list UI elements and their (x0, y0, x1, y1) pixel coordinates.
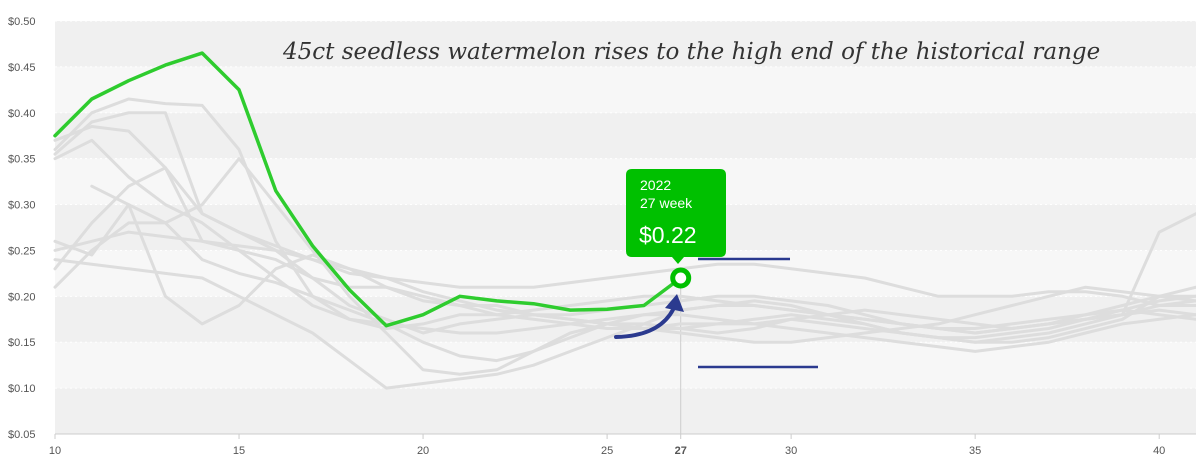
tooltip-year: 2022 (640, 177, 671, 193)
y-tick-label: $0.15 (8, 337, 36, 349)
grid-band (55, 112, 1196, 159)
chart-annotation: 45ct seedless watermelon rises to the hi… (282, 39, 1100, 65)
x-tick-label: 10 (49, 445, 61, 457)
grid-bands (55, 21, 1196, 434)
y-tick-label: $0.10 (8, 383, 36, 395)
gridlines (55, 20, 1196, 435)
history-series-group (53, 97, 1196, 390)
x-tick-label: 27 (675, 445, 687, 457)
history-series-line (53, 157, 1196, 376)
grid-band (55, 158, 1196, 205)
tooltip-box (626, 169, 726, 264)
y-tick-label: $0.05 (8, 429, 36, 441)
highlight-series-group (53, 51, 692, 328)
grid-band (55, 388, 1196, 434)
historical-range-markers (698, 257, 818, 369)
arrow-pointer (614, 294, 684, 339)
y-tick-label: $0.40 (8, 108, 36, 120)
y-tick-label: $0.25 (8, 245, 36, 257)
tooltip-week: 27 week (640, 195, 693, 211)
y-tick-label: $0.50 (8, 16, 36, 28)
history-series-line (53, 166, 1196, 307)
grid-band (55, 250, 1196, 297)
tooltip-value: $0.22 (639, 222, 697, 248)
x-tick-label: 35 (969, 445, 981, 457)
grid-band (55, 204, 1196, 251)
grid-band (55, 21, 1196, 67)
x-tick-label: 25 (601, 445, 613, 457)
y-tick-label: $0.45 (8, 62, 36, 74)
highlight-series-line (53, 51, 683, 328)
x-tick-label: 40 (1153, 445, 1165, 457)
history-series-line (53, 138, 1196, 353)
x-tick-label: 15 (233, 445, 245, 457)
y-axis: $0.05 $0.10 $0.15 $0.20 $0.25 $0.30 $0.35 $0.40… (8, 16, 36, 441)
y-tick-label: $0.35 (8, 154, 36, 166)
grid-band (55, 66, 1196, 113)
x-axis: 10 15 20 25 27 30 35 40 (49, 433, 1196, 457)
arrow-head-icon (665, 294, 684, 312)
x-tick-label: 30 (785, 445, 797, 457)
history-series-line (53, 203, 1196, 363)
history-series-line (90, 184, 1196, 344)
history-series-line (53, 125, 1196, 344)
x-tick-label: 20 (417, 445, 429, 457)
y-tick-label: $0.30 (8, 200, 36, 212)
grid-band (55, 342, 1196, 389)
highlight-point[interactable] (670, 267, 692, 289)
history-series-line (53, 258, 1196, 390)
tooltip: 2022 27 week $0.22 (626, 169, 726, 264)
y-tick-label: $0.20 (8, 291, 36, 303)
